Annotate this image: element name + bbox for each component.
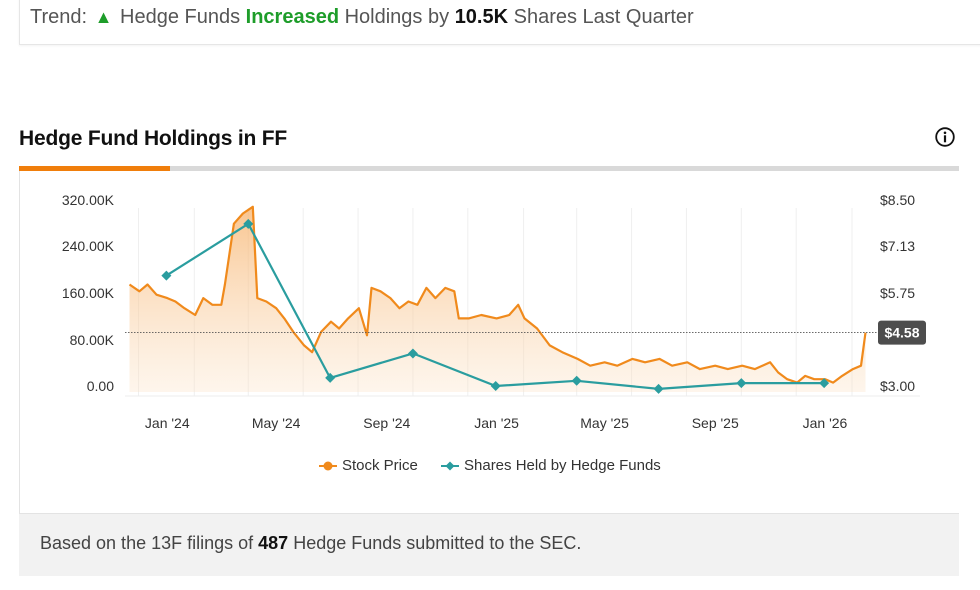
x-tick-label: May '25 <box>580 415 629 431</box>
y-left-tick-label: 240.00K <box>62 238 115 254</box>
teal-diamond-icon <box>441 461 459 471</box>
tab-strip <box>19 166 959 171</box>
trend-amount: 10.5K <box>454 6 509 28</box>
price-line-layer <box>125 205 878 384</box>
stock-price-line <box>128 205 867 384</box>
holdings-point <box>161 270 172 281</box>
holdings-point <box>653 383 664 394</box>
y-right-tick-label: $3.00 <box>880 378 915 394</box>
trend-card <box>19 0 980 45</box>
trend-text-after: Shares Last Quarter <box>513 6 694 28</box>
x-tick-label: Jan '26 <box>803 415 848 431</box>
x-tick-label: Jan '24 <box>145 415 190 431</box>
y-left-tick-label: 320.00K <box>62 192 115 208</box>
current-price-label: $4.58 <box>884 325 919 341</box>
trend-prefix: Trend: <box>30 6 88 28</box>
fund-count: 487 <box>258 533 289 553</box>
holdings-point <box>571 375 582 386</box>
current-price-badge-bg <box>878 320 926 345</box>
y-right-tick-label: $7.13 <box>880 238 915 254</box>
x-tick-label: Sep '25 <box>692 415 739 431</box>
holdings-point <box>407 348 418 359</box>
footer-text: Based on the 13F filings of 487 Hedge Fu… <box>40 533 581 554</box>
footer-note: Based on the 13F filings of 487 Hedge Fu… <box>19 513 959 576</box>
footer-text-after: Hedge Funds submitted to the SEC. <box>293 533 582 553</box>
price-area-layer <box>129 206 866 392</box>
trend-highlight: Increased <box>245 6 340 28</box>
trend-text-before: Hedge Funds <box>120 6 241 28</box>
x-tick-label: Sep '24 <box>363 415 410 431</box>
y-left-tick-label: 80.00K <box>70 332 115 348</box>
legend-label-shares-held: Shares Held by Hedge Funds <box>464 457 661 474</box>
x-tick-label: May '24 <box>252 415 301 431</box>
holdings-point <box>819 378 830 389</box>
orange-marker-icon <box>319 461 337 471</box>
y-left-tick-label: 160.00K <box>62 285 115 301</box>
y-left-tick-label: 0.00 <box>87 378 114 394</box>
y-right-tick-label: $8.50 <box>880 192 915 208</box>
current-price-badge: $4.58 <box>878 320 926 345</box>
holdings-point <box>736 378 747 389</box>
holdings-line-layer <box>161 218 830 394</box>
legend-label-stock-price: Stock Price <box>342 457 418 474</box>
triangle-up-icon: ▲ <box>94 7 113 27</box>
chart-legend: Stock Price Shares Held by Hedge Funds <box>0 457 980 479</box>
section-title: Hedge Fund Holdings in FF <box>19 127 287 150</box>
y-right-tick-label: $5.75 <box>880 285 915 301</box>
stock-price-area <box>129 206 866 392</box>
axis-labels: 320.00K 240.00K 160.00K 80.00K 0.00 $8.50 $7.1… <box>62 192 915 431</box>
footer-text-before: Based on the 13F filings of <box>40 533 254 553</box>
holdings-point <box>243 218 254 229</box>
holdings-point <box>325 372 336 383</box>
holdings-point <box>490 381 501 391</box>
trend-text-middle: Holdings by <box>344 6 450 28</box>
tab-active-indicator[interactable] <box>19 166 170 171</box>
info-circle-icon[interactable] <box>935 127 955 147</box>
x-tick-label: Jan '25 <box>474 415 519 431</box>
trend-summary: Trend: ▲ Hedge Funds Increased Holdings … <box>30 6 694 29</box>
